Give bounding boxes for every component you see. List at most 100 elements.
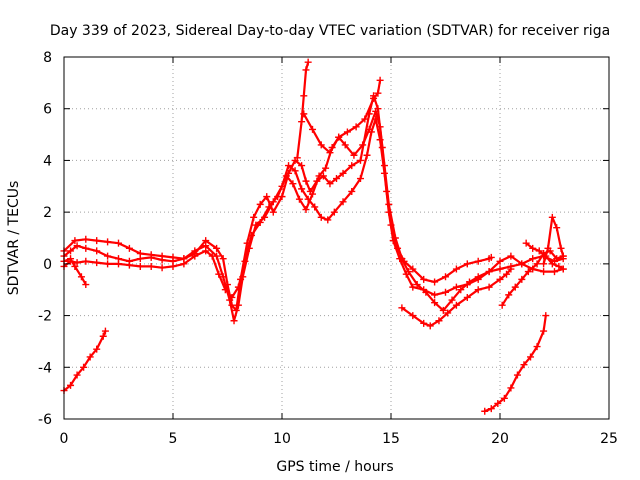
data-point — [404, 268, 412, 276]
data-point — [398, 304, 406, 312]
data-point — [350, 151, 358, 159]
data-point — [496, 275, 504, 283]
data-point — [247, 231, 255, 239]
data-point — [298, 118, 306, 126]
series-line — [62, 330, 107, 392]
data-point — [474, 257, 482, 265]
data-point — [335, 133, 343, 141]
data-point — [540, 268, 548, 276]
data-point — [431, 278, 439, 286]
data-point — [67, 255, 75, 263]
data-point — [520, 361, 528, 369]
data-point — [309, 190, 317, 198]
data-point — [250, 213, 258, 221]
data-point — [99, 332, 107, 340]
data-point — [330, 208, 338, 216]
data-point — [359, 141, 367, 149]
data-point — [282, 172, 290, 180]
data-point — [82, 235, 90, 243]
data-point — [317, 141, 325, 149]
data-point — [234, 283, 242, 291]
data-point — [507, 384, 515, 392]
data-point — [147, 262, 155, 270]
data-point — [540, 260, 548, 268]
data-point — [256, 218, 264, 226]
series-track-4 — [60, 255, 90, 289]
data-point — [326, 180, 334, 188]
data-point — [93, 237, 101, 245]
data-point — [298, 185, 306, 193]
data-point — [548, 260, 556, 268]
data-point — [234, 301, 242, 309]
series-line — [62, 110, 565, 312]
data-point — [158, 264, 166, 272]
data-point — [442, 273, 449, 281]
data-point — [104, 238, 112, 246]
data-point — [169, 262, 177, 270]
data-point — [339, 198, 347, 206]
data-point — [505, 291, 513, 299]
data-point — [376, 123, 384, 131]
data-point — [487, 405, 495, 413]
data-point — [348, 187, 356, 195]
x-tick-label: 20 — [491, 431, 509, 447]
data-point — [559, 265, 567, 273]
data-point — [496, 265, 504, 273]
data-point — [291, 167, 299, 175]
x-tick-label: 0 — [60, 431, 69, 447]
data-point — [136, 255, 144, 263]
data-point — [507, 265, 515, 273]
data-point — [213, 244, 221, 252]
data-point — [339, 169, 347, 177]
y-tick-label: -6 — [38, 412, 52, 428]
data-point — [365, 125, 373, 133]
data-point — [73, 242, 81, 250]
y-tick-label: 0 — [43, 257, 52, 273]
data-point — [544, 244, 552, 252]
data-point — [82, 257, 90, 265]
y-tick-label: 6 — [43, 102, 52, 118]
series-line — [62, 94, 493, 312]
data-point — [457, 286, 465, 294]
y-tick-label: 8 — [43, 50, 52, 66]
series-line — [501, 249, 565, 307]
data-point — [542, 252, 550, 260]
data-point — [208, 252, 216, 260]
data-point — [77, 273, 85, 281]
data-point — [527, 353, 535, 361]
data-point — [356, 175, 364, 183]
data-point — [241, 257, 249, 265]
y-tick-label: -4 — [38, 360, 52, 376]
data-point — [304, 58, 312, 66]
series-track-12 — [522, 239, 567, 273]
data-point — [352, 123, 360, 131]
data-point — [524, 268, 532, 276]
series-track-9 — [481, 312, 550, 415]
series-track-3 — [60, 107, 567, 314]
data-point — [115, 239, 122, 247]
data-point — [256, 200, 264, 208]
data-point — [180, 260, 188, 268]
data-point — [500, 394, 508, 402]
data-point — [442, 288, 449, 296]
series-track-6 — [300, 76, 384, 157]
data-point — [485, 268, 493, 276]
data-point — [67, 381, 75, 389]
data-point — [513, 371, 521, 379]
data-point — [555, 262, 563, 270]
series-line — [483, 314, 547, 413]
data-point — [444, 309, 452, 317]
data-point — [298, 162, 306, 170]
data-point — [463, 260, 471, 268]
data-point — [333, 175, 340, 183]
data-point — [553, 224, 561, 232]
data-point — [326, 149, 334, 157]
data-point — [518, 275, 526, 283]
chart-title: Day 339 of 2023, Sidereal Day-to-day VTE… — [50, 23, 610, 39]
data-point — [293, 154, 301, 162]
data-point — [265, 203, 273, 211]
data-point — [300, 92, 308, 100]
data-point — [551, 268, 558, 276]
data-point — [481, 407, 489, 415]
data-point — [422, 288, 430, 296]
